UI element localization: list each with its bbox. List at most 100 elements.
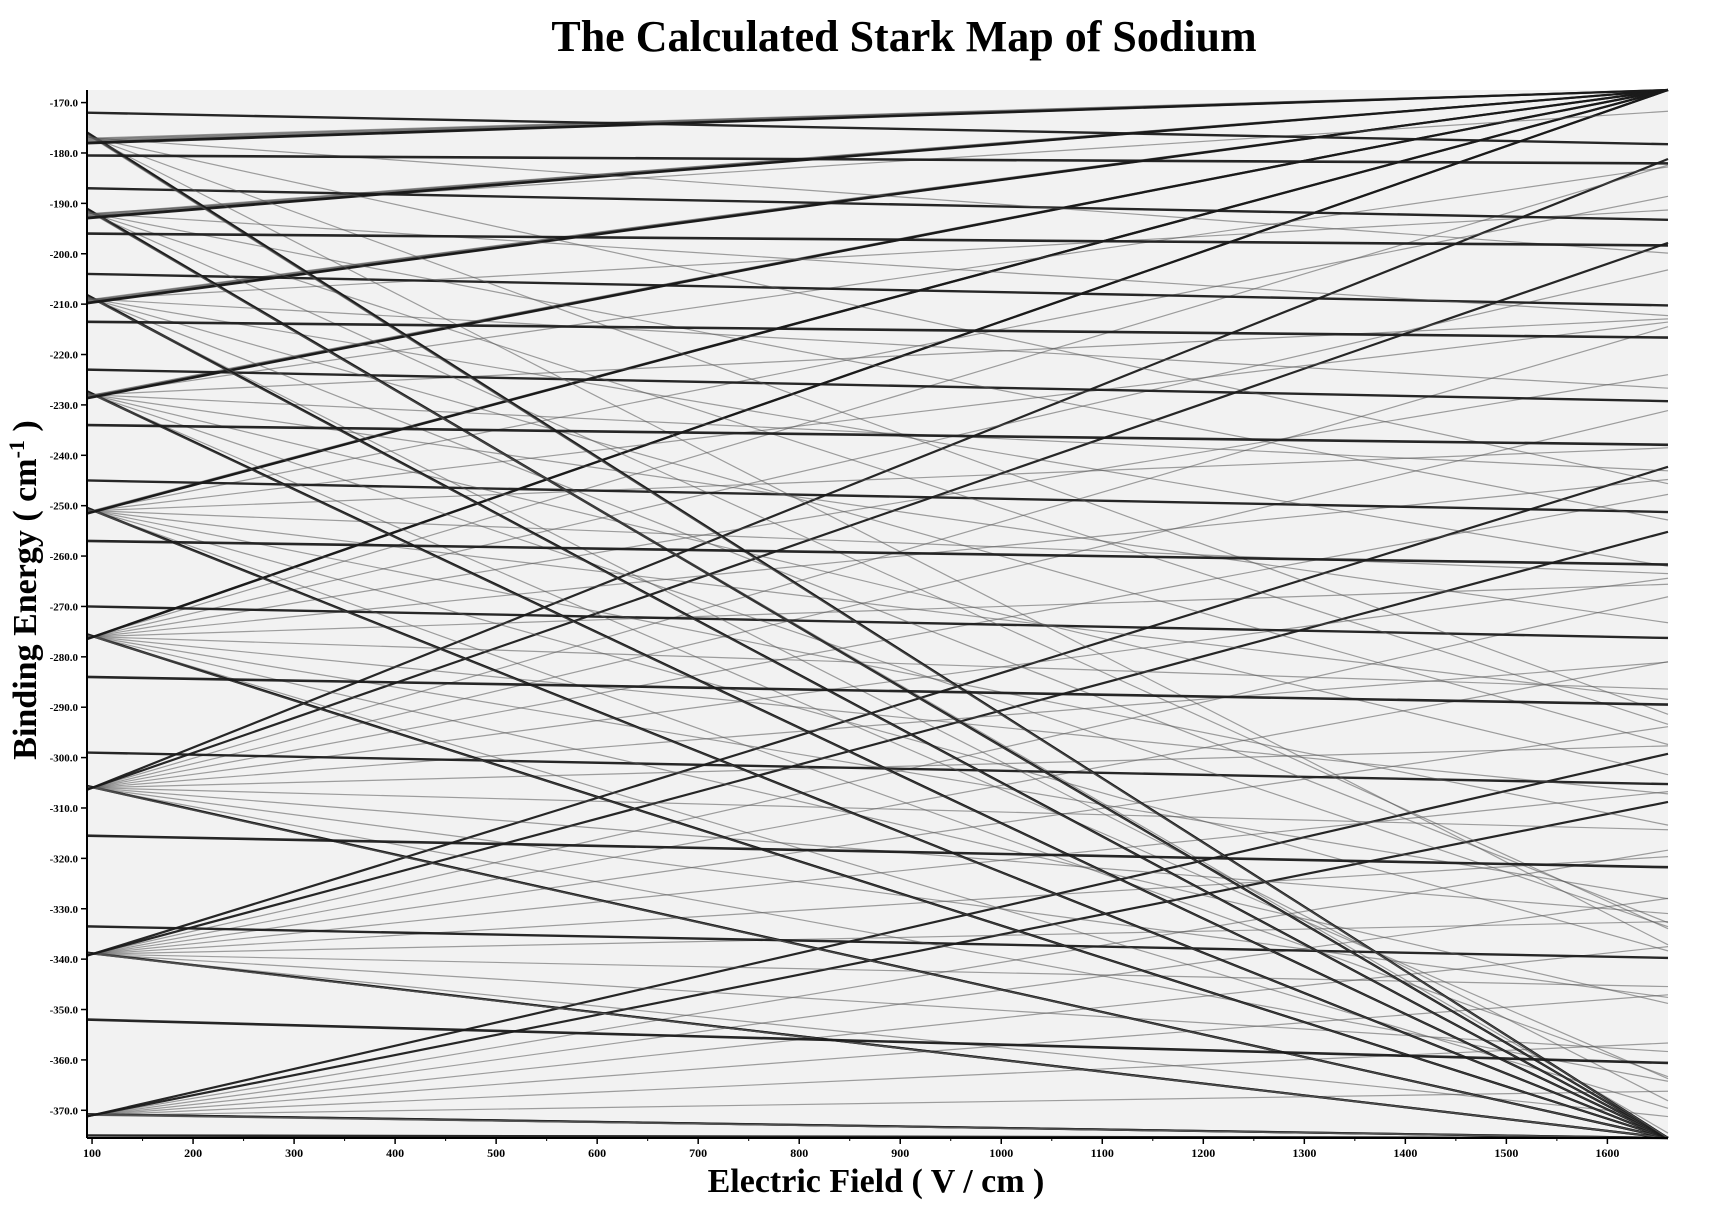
y-tick-label: -320.0 — [50, 853, 79, 865]
y-axis-label-superscript: -1 — [4, 440, 29, 458]
energy-level-line — [86, 834, 1669, 869]
energy-level-line — [86, 187, 1669, 221]
energy-level-line — [86, 88, 1669, 220]
y-tick-label: -290.0 — [50, 702, 79, 714]
x-tick-label: 1400 — [1393, 1146, 1417, 1160]
energy-level-line — [86, 897, 1669, 1117]
energy-level-line — [86, 751, 1669, 786]
energy-level-line — [86, 195, 1669, 513]
x-tick-label: 1600 — [1595, 1146, 1619, 1160]
energy-level-line — [86, 1090, 1669, 1117]
energy-level-line — [86, 952, 1669, 1139]
energy-level-line — [86, 166, 1669, 397]
energy-level-line — [86, 209, 1669, 1134]
energy-level-line — [86, 88, 1669, 515]
energy-level-line — [86, 393, 1669, 776]
x-tick-label: 1100 — [1091, 1146, 1114, 1160]
energy-level-line — [86, 272, 1669, 307]
x-tick-label: 200 — [184, 1146, 202, 1160]
energy-level-line — [86, 409, 1669, 790]
y-tick-label: -360.0 — [50, 1055, 79, 1067]
x-tick-label: 1200 — [1191, 1146, 1215, 1160]
energy-level-line — [86, 577, 1669, 790]
y-axis-label-prefix: Binding Energy ( cm — [7, 458, 44, 759]
energy-level-line — [86, 88, 1669, 145]
energy-level-line — [86, 211, 1669, 725]
x-tick-label: 800 — [790, 1146, 808, 1160]
energy-level-line — [86, 596, 1669, 956]
x-tick-label: 900 — [891, 1146, 909, 1160]
y-axis-ticks: -170.0 -180.0 -190.0 -200.0 -210.0 -220.0 -230… — [50, 98, 87, 1117]
x-tick-label: 400 — [386, 1146, 404, 1160]
energy-level-line — [86, 134, 1669, 946]
y-axis-label: Binding Energy ( cm-1 ) — [4, 420, 44, 759]
chart-title: The Calculated Stark Map of Sodium — [551, 12, 1256, 61]
energy-level-line — [86, 787, 1669, 831]
energy-level-line — [86, 297, 1669, 746]
x-tick-label: 300 — [285, 1146, 303, 1160]
energy-level-line — [86, 583, 1669, 638]
energy-level-line — [86, 925, 1669, 960]
energy-level-line — [86, 635, 1669, 690]
x-tick-label: 700 — [689, 1146, 707, 1160]
x-tick-label: 1300 — [1292, 1146, 1316, 1160]
energy-level-line — [86, 465, 1669, 957]
y-tick-label: -200.0 — [50, 249, 79, 261]
energy-level-line — [86, 856, 1669, 956]
y-tick-label: -300.0 — [50, 753, 79, 765]
energy-level-line — [86, 88, 1669, 641]
energy-level-line — [86, 479, 1669, 514]
x-tick-label: 500 — [487, 1146, 505, 1160]
y-tick-label: -220.0 — [50, 350, 79, 362]
energy-level-line — [86, 539, 1669, 566]
energy-level-line — [86, 135, 1669, 715]
energy-level-line — [86, 509, 1669, 700]
y-tick-label: -350.0 — [50, 1005, 79, 1017]
energy-level-line — [86, 661, 1669, 789]
energy-level-line — [86, 136, 1669, 485]
energy-level-line — [86, 209, 1669, 300]
energy-level-line — [86, 374, 1669, 639]
x-axis-ticks: 100 200 300 400 500 600 700 800 900 1000 1100 1200 1… — [83, 1138, 1619, 1160]
y-tick-label: -250.0 — [50, 501, 79, 513]
energy-level-line — [86, 849, 1669, 1117]
energy-level-line — [86, 1114, 1669, 1139]
energy-level-line — [86, 392, 1669, 928]
energy-level-line — [86, 493, 1669, 790]
x-tick-label: 1000 — [989, 1146, 1013, 1160]
energy-level-line — [86, 508, 1669, 952]
energy-level-line — [86, 295, 1669, 1139]
energy-level-line — [86, 752, 1669, 1118]
energy-level-line — [86, 786, 1669, 1139]
y-tick-label: -370.0 — [50, 1105, 79, 1117]
energy-level-line — [86, 392, 1669, 1080]
energy-level-line — [86, 320, 1669, 339]
y-tick-label: -170.0 — [50, 98, 79, 110]
energy-level-line — [86, 634, 1669, 1109]
y-tick-label: -310.0 — [50, 803, 79, 815]
energy-level-line — [86, 946, 1669, 1117]
energy-level-line — [86, 675, 1669, 706]
x-tick-label: 600 — [588, 1146, 606, 1160]
energy-level-line — [86, 952, 1669, 1118]
energy-level-line — [86, 423, 1669, 447]
energy-level-line — [86, 211, 1669, 521]
energy-level-line — [86, 393, 1669, 624]
y-tick-label: -340.0 — [50, 954, 79, 966]
energy-level-line — [86, 530, 1669, 957]
energy-level-line — [86, 509, 1669, 826]
energy-level-line — [86, 134, 1669, 1139]
energy-level-line — [86, 88, 1669, 400]
y-tick-label: -190.0 — [50, 198, 79, 210]
energy-level-line — [86, 635, 1669, 795]
energy-level-line — [86, 297, 1669, 567]
energy-level-line — [86, 994, 1669, 1117]
energy-level-line — [86, 634, 1669, 1005]
energy-level-line — [86, 295, 1669, 1102]
energy-level-line — [86, 953, 1669, 988]
x-axis-label: Electric Field ( V / cm ) — [708, 1163, 1045, 1200]
energy-level-line — [86, 953, 1669, 1053]
energy-level-line — [86, 634, 1669, 1139]
energy-level-line — [86, 154, 1669, 165]
